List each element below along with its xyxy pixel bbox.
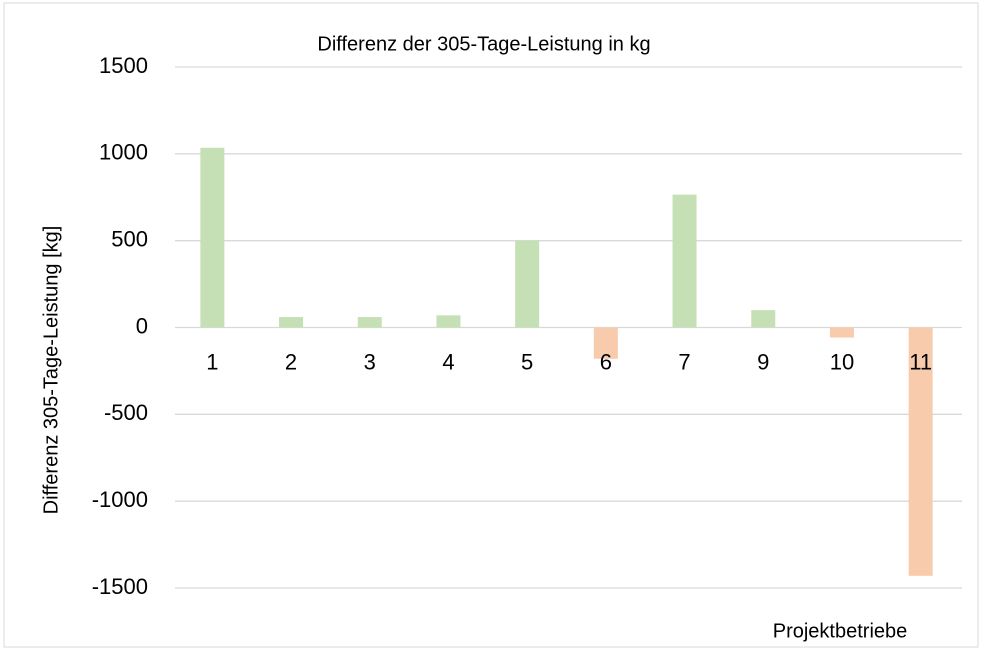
x-tick-label: 7 [678, 349, 690, 374]
bar [357, 317, 382, 328]
x-tick-label: 1 [206, 349, 218, 374]
bar [751, 310, 776, 328]
bar [436, 315, 461, 328]
y-tick-label: 500 [111, 226, 148, 251]
x-tick-label: 2 [285, 349, 297, 374]
y-tick-label: 0 [136, 313, 148, 338]
y-tick-label: -1500 [92, 574, 148, 599]
x-tick-label: 10 [830, 349, 854, 374]
bar [279, 317, 304, 328]
bar [672, 194, 697, 328]
x-tick-label: 3 [364, 349, 376, 374]
bar [200, 147, 225, 328]
y-axis-label: Differenz 305-Tage-Leistung [kg] [40, 226, 62, 515]
x-tick-label: 4 [442, 349, 454, 374]
x-tick-label: 6 [600, 349, 612, 374]
x-tick-label: 5 [521, 349, 533, 374]
y-tick-label: -500 [104, 400, 148, 425]
bar [515, 240, 540, 328]
bar [829, 327, 854, 338]
x-axis-label: Projektbetriebe [773, 620, 908, 642]
y-tick-label: -1000 [92, 487, 148, 512]
chart-frame [3, 2, 979, 648]
y-tick-label: 1500 [99, 53, 148, 78]
y-tick-label: 1000 [99, 140, 148, 165]
chart-title: Differenz der 305-Tage-Leistung in kg [317, 33, 650, 55]
x-tick-label: 9 [757, 349, 769, 374]
x-tick-label: 11 [909, 349, 932, 374]
bar [593, 327, 618, 359]
bar [908, 327, 933, 576]
